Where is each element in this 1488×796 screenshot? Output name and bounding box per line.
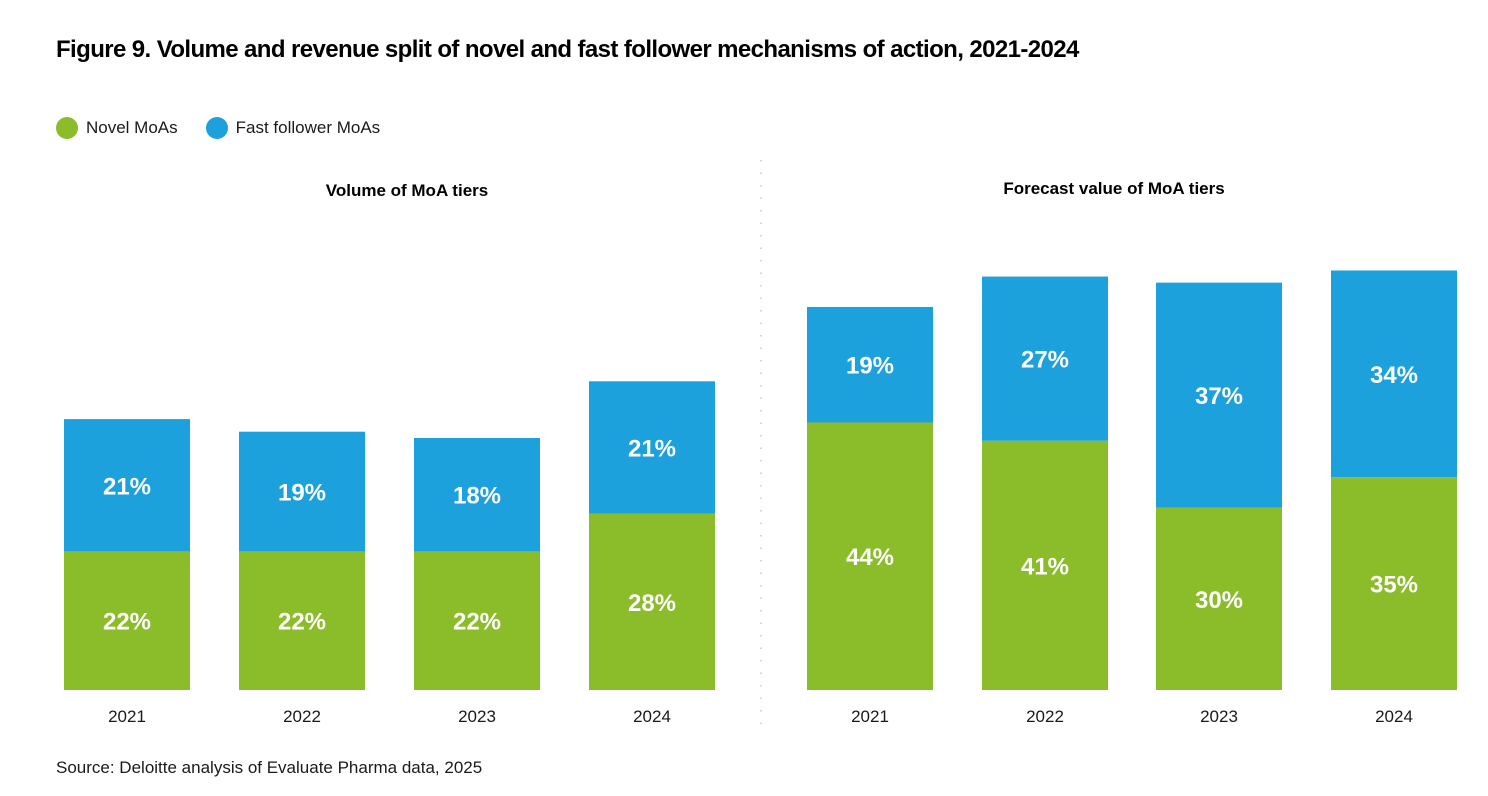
panel-title: Volume of MoA tiers xyxy=(326,181,488,200)
bar-segment-fast-follower-moas-2024 xyxy=(1331,270,1457,478)
bar-segment-novel-moas-2021 xyxy=(807,422,933,690)
bar-segment-novel-moas-2023 xyxy=(414,551,540,690)
bar-segment-fast-follower-moas-2022 xyxy=(982,276,1108,441)
panel-title: Forecast value of MoA tiers xyxy=(1003,179,1224,198)
data-label-fast-follower-moas-2024: 34% xyxy=(1370,362,1418,389)
x-tick-label: 2024 xyxy=(1375,707,1413,726)
data-label-fast-follower-moas-2023: 37% xyxy=(1195,383,1243,410)
data-label-novel-moas-2023: 22% xyxy=(453,609,501,636)
legend: Novel MoAs Fast follower MoAs xyxy=(56,117,408,139)
data-label-novel-moas-2021: 44% xyxy=(846,544,894,571)
bar-segment-novel-moas-2023 xyxy=(1156,507,1282,690)
bar-segment-fast-follower-moas-2024 xyxy=(589,381,715,514)
bar-segment-novel-moas-2024 xyxy=(1331,477,1457,690)
legend-swatch-novel-icon xyxy=(56,117,78,139)
legend-label-novel: Novel MoAs xyxy=(86,118,178,137)
legend-swatch-fast-follower-icon xyxy=(205,117,228,139)
bar-segment-fast-follower-moas-2021 xyxy=(807,306,933,423)
legend-item-fast-follower: Fast follower MoAs xyxy=(205,117,381,139)
x-tick-label: 2023 xyxy=(458,707,496,726)
bar-segment-fast-follower-moas-2023 xyxy=(414,438,540,552)
x-tick-label: 2023 xyxy=(1200,707,1238,726)
bar-segment-fast-follower-moas-2023 xyxy=(1156,282,1282,508)
chart-panel-forecast-value: Forecast value of MoA tiers 44% 19% 2021 41%… xyxy=(807,179,1457,726)
chart-panel-volume: Volume of MoA tiers 22% 21% 2021 22% 19% 2022 2… xyxy=(64,181,715,726)
data-label-fast-follower-moas-2024: 21% xyxy=(628,435,676,462)
x-tick-label: 2021 xyxy=(108,707,146,726)
legend-label-fast-follower: Fast follower MoAs xyxy=(235,118,381,137)
x-tick-label: 2021 xyxy=(851,707,889,726)
data-label-novel-moas-2022: 41% xyxy=(1021,553,1069,580)
figure-title: Figure 9. Volume and revenue split of no… xyxy=(56,36,1079,63)
data-label-fast-follower-moas-2022: 19% xyxy=(278,480,326,507)
data-label-fast-follower-moas-2021: 21% xyxy=(103,473,151,500)
bar-segment-novel-moas-2024 xyxy=(589,513,715,690)
x-tick-label: 2022 xyxy=(283,707,321,726)
bar-segment-novel-moas-2021 xyxy=(64,551,190,690)
data-label-novel-moas-2024: 28% xyxy=(628,590,676,617)
data-label-fast-follower-moas-2022: 27% xyxy=(1021,347,1069,374)
source-note: Source: Deloitte analysis of Evaluate Ph… xyxy=(56,758,483,777)
legend-item-novel: Novel MoAs xyxy=(56,117,178,139)
bar-segment-fast-follower-moas-2021 xyxy=(64,419,190,552)
data-label-fast-follower-moas-2021: 19% xyxy=(846,353,894,380)
data-label-novel-moas-2024: 35% xyxy=(1370,572,1418,599)
bar-segment-novel-moas-2022 xyxy=(982,440,1108,690)
x-tick-label: 2022 xyxy=(1026,707,1064,726)
data-label-fast-follower-moas-2023: 18% xyxy=(453,483,501,510)
data-label-novel-moas-2023: 30% xyxy=(1195,587,1243,614)
bar-segment-fast-follower-moas-2022 xyxy=(239,431,365,552)
bar-segment-novel-moas-2022 xyxy=(239,551,365,690)
data-label-novel-moas-2021: 22% xyxy=(103,609,151,636)
data-label-novel-moas-2022: 22% xyxy=(278,609,326,636)
x-tick-label: 2024 xyxy=(633,707,671,726)
